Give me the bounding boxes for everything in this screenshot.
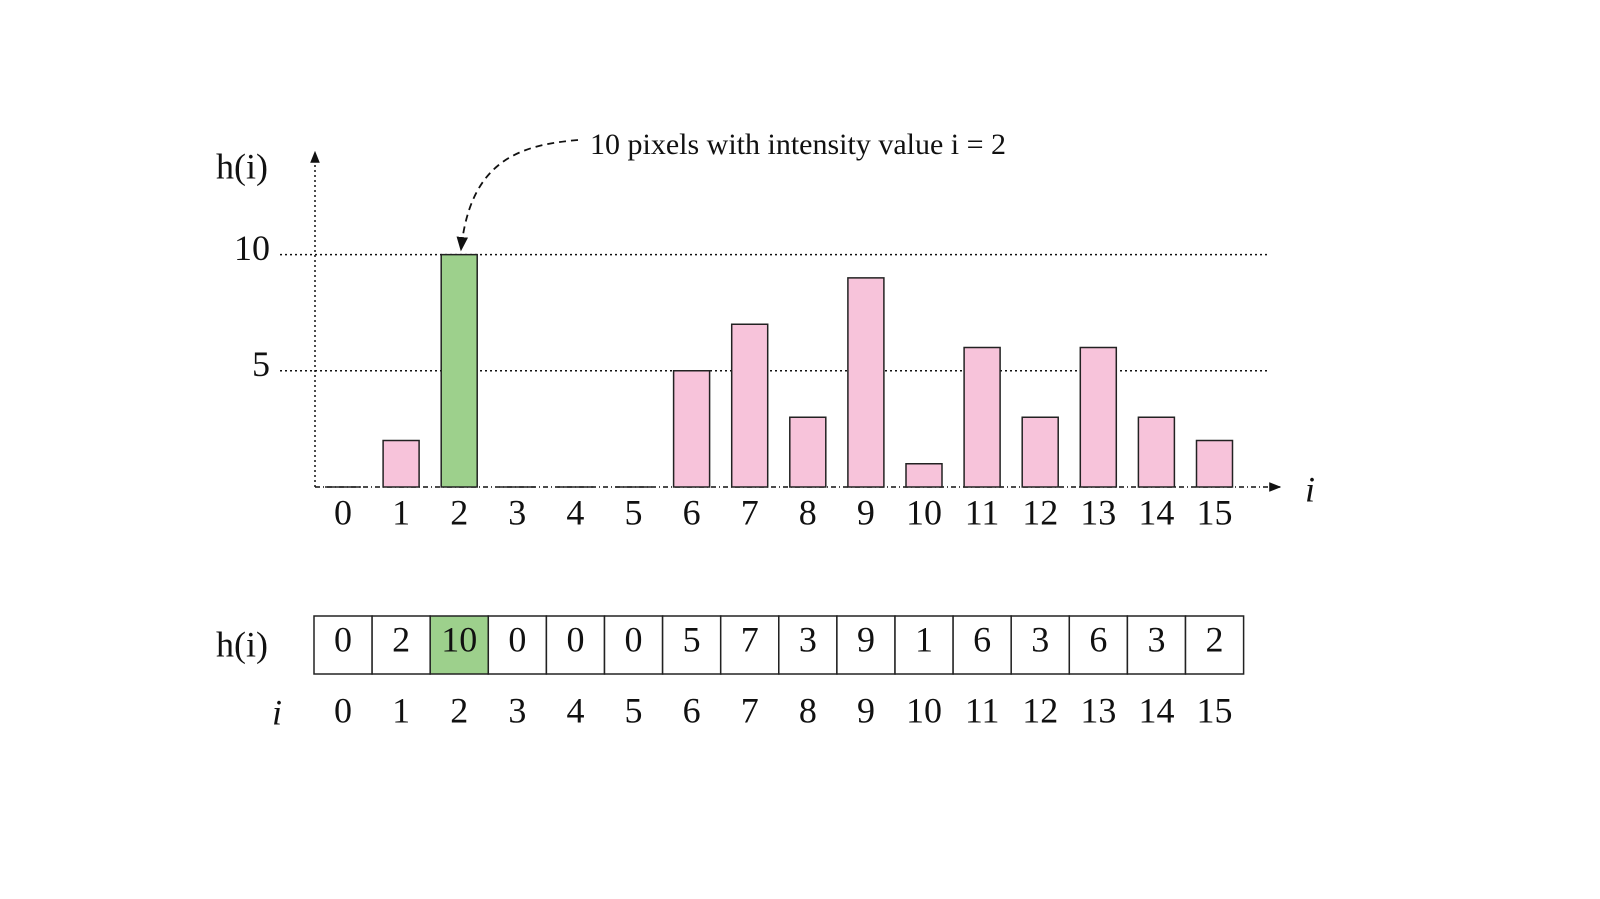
table-value: 2 [392, 619, 410, 659]
x-tick-label: 2 [450, 492, 468, 532]
x-tick-label: 0 [334, 492, 352, 532]
x-tick-label: 14 [1138, 492, 1174, 532]
table-cell [603, 615, 664, 675]
bar [847, 277, 885, 488]
table-cell [952, 615, 1012, 675]
table-value: 10 [441, 619, 477, 659]
x-tick-label: 7 [741, 492, 759, 532]
y-tick-label: 5 [252, 344, 270, 384]
table-index: 12 [1022, 690, 1058, 730]
annotation: 10 pixels with intensity value i = 2 [590, 128, 1006, 161]
bar [1021, 416, 1059, 488]
table-value: 1 [915, 619, 933, 659]
table-value: 3 [799, 619, 817, 659]
table-row-label: i [272, 692, 282, 732]
annotation-arrow [456, 139, 579, 252]
x-axis-label: i [1305, 469, 1315, 509]
bar [905, 463, 943, 488]
table-value: 0 [508, 619, 526, 659]
bar [1079, 346, 1118, 488]
table-value: 5 [683, 619, 701, 659]
table-cell [313, 615, 373, 675]
table-value: 0 [625, 619, 643, 659]
table-cell [429, 615, 490, 675]
table-index: 1 [392, 690, 410, 730]
table-cell [1010, 615, 1071, 675]
y-axis-label: h(i) [216, 146, 268, 186]
x-tick-label: 1 [392, 492, 410, 532]
table-cell [1184, 615, 1245, 675]
table-index: 14 [1138, 690, 1174, 730]
table-index: 4 [566, 690, 584, 730]
x-tick-label: 6 [683, 492, 701, 532]
x-tick-label: 4 [566, 492, 584, 532]
table-value: 3 [1031, 619, 1049, 659]
x-tick-label: 10 [906, 492, 942, 532]
bar [963, 346, 1001, 488]
x-tick-label: 11 [965, 492, 1000, 532]
x-tick-label: 15 [1197, 492, 1233, 532]
table-cell [1068, 615, 1129, 675]
table-cell [778, 615, 838, 675]
table-value: 3 [1147, 619, 1165, 659]
bar [672, 370, 711, 488]
x-tick-label: 12 [1022, 492, 1058, 532]
x-tick-label: 13 [1080, 492, 1116, 532]
table-index: 11 [965, 690, 1000, 730]
x-tick-label: 5 [625, 492, 643, 532]
table-cell [894, 615, 954, 675]
bar [1137, 416, 1176, 488]
bar [382, 439, 420, 488]
x-tick-label: 8 [799, 492, 817, 532]
bar [730, 323, 769, 488]
table-index: 6 [683, 690, 701, 730]
table-index: 10 [906, 690, 942, 730]
table-row-label: h(i) [216, 624, 268, 664]
table-value: 2 [1206, 619, 1224, 659]
table-cell [371, 615, 431, 675]
table-value: 6 [1089, 619, 1107, 659]
bar [1195, 439, 1234, 488]
table-index: 5 [625, 690, 643, 730]
x-tick-label: 9 [857, 492, 875, 532]
table-index: 0 [334, 690, 352, 730]
table-cell [836, 615, 896, 675]
bar [789, 416, 827, 488]
table-index: 7 [741, 690, 759, 730]
x-tick-label: 3 [508, 492, 526, 532]
y-tick-label: 10 [234, 228, 270, 268]
table-index: 3 [508, 690, 526, 730]
table-cell [487, 615, 548, 675]
table-value: 0 [566, 619, 584, 659]
table-value: 6 [973, 619, 991, 659]
bar [440, 253, 478, 488]
table-index: 13 [1080, 690, 1116, 730]
table-index: 15 [1197, 690, 1233, 730]
table-value: 9 [857, 619, 875, 659]
table-index: 2 [450, 690, 468, 730]
table-value: 7 [741, 619, 759, 659]
table-index: 8 [799, 690, 817, 730]
table-value: 0 [334, 619, 352, 659]
table-index: 9 [857, 690, 875, 730]
